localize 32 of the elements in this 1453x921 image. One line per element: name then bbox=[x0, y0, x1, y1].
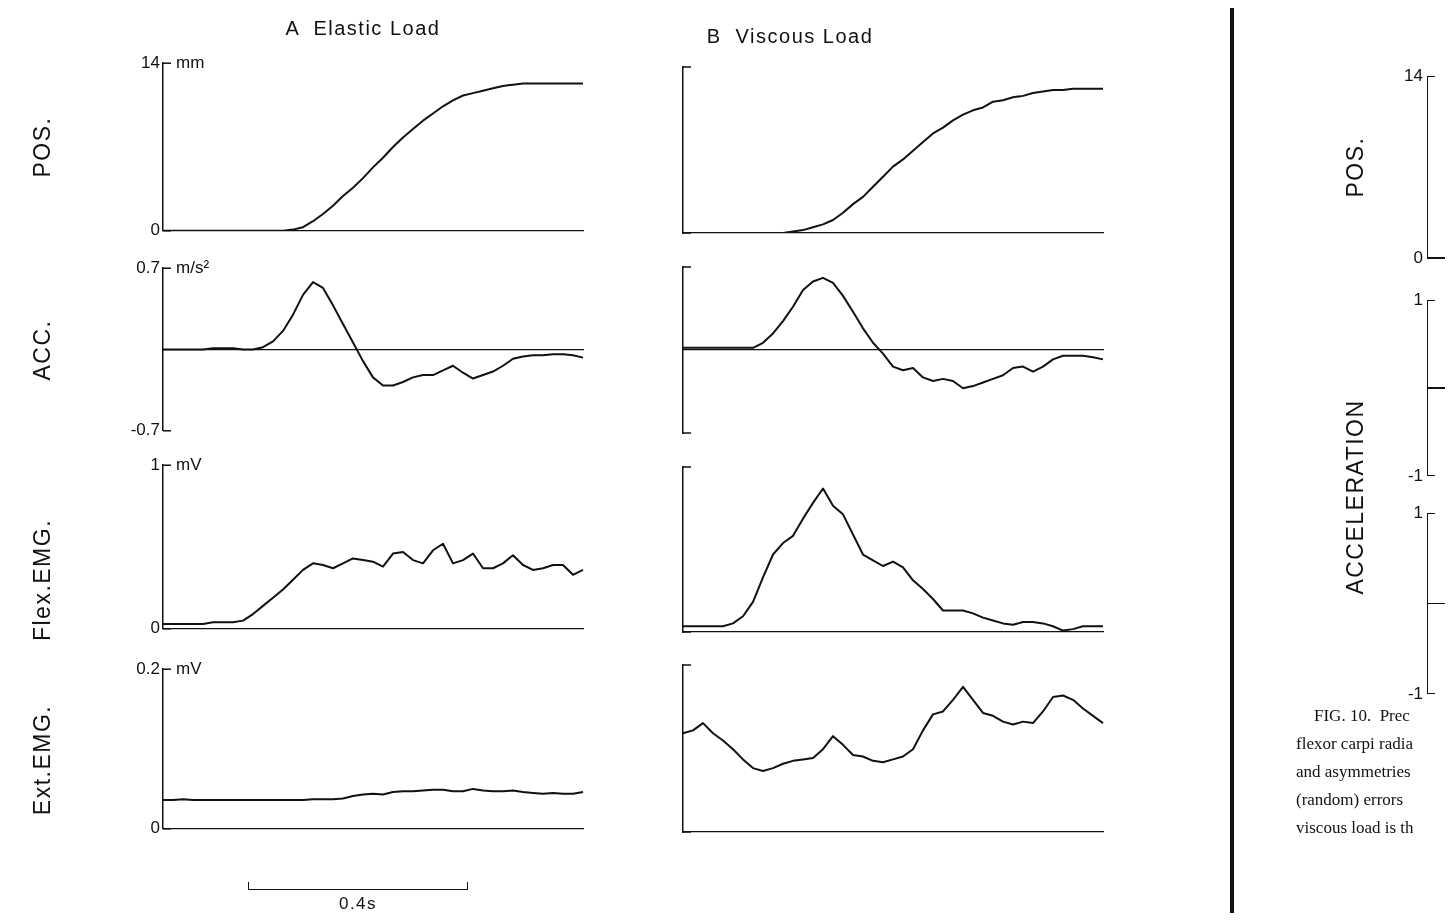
chart-title: B Viscous Load bbox=[706, 24, 874, 48]
text: ACCELERATION bbox=[1341, 399, 1369, 595]
caption: FIG. 10. Prec bbox=[1313, 705, 1411, 727]
y-axis-title: ACC. bbox=[28, 319, 56, 381]
chart-title: A Elastic Load bbox=[285, 16, 441, 40]
text: flexor carpi radia bbox=[1296, 733, 1414, 755]
annotation: m/s² bbox=[176, 258, 210, 278]
y-tick-label: 0 bbox=[150, 618, 160, 638]
annotation: mm bbox=[176, 53, 205, 73]
text: 0 bbox=[1413, 248, 1423, 268]
y-tick-label: 0 bbox=[150, 220, 160, 240]
annotation: mV bbox=[176, 455, 203, 475]
y-axis-title: Flex.EMG. bbox=[28, 518, 56, 642]
annotation: mV bbox=[176, 659, 203, 679]
text: POS. bbox=[1341, 136, 1369, 198]
y-tick-label: -0.7 bbox=[130, 420, 160, 440]
text: 14 bbox=[1404, 66, 1423, 86]
y-tick-label: 1 bbox=[150, 454, 160, 474]
text: 1 bbox=[1413, 503, 1423, 523]
y-tick-label: 0 bbox=[150, 818, 160, 838]
text: and asymmetries bbox=[1296, 761, 1412, 783]
y-axis-title: Ext.EMG. bbox=[28, 704, 56, 816]
text: 1 bbox=[1413, 290, 1423, 310]
text: (random) errors bbox=[1296, 789, 1405, 811]
text: -1 bbox=[1407, 684, 1423, 704]
text: viscous load is th bbox=[1296, 817, 1414, 839]
y-axis-title: POS. bbox=[28, 116, 56, 178]
text: 0.4s bbox=[338, 894, 378, 914]
y-tick-label: 0.2 bbox=[136, 658, 160, 678]
y-tick-label: 14 bbox=[141, 52, 160, 72]
text: -1 bbox=[1407, 466, 1423, 486]
y-tick-label: 0.7 bbox=[136, 257, 160, 277]
